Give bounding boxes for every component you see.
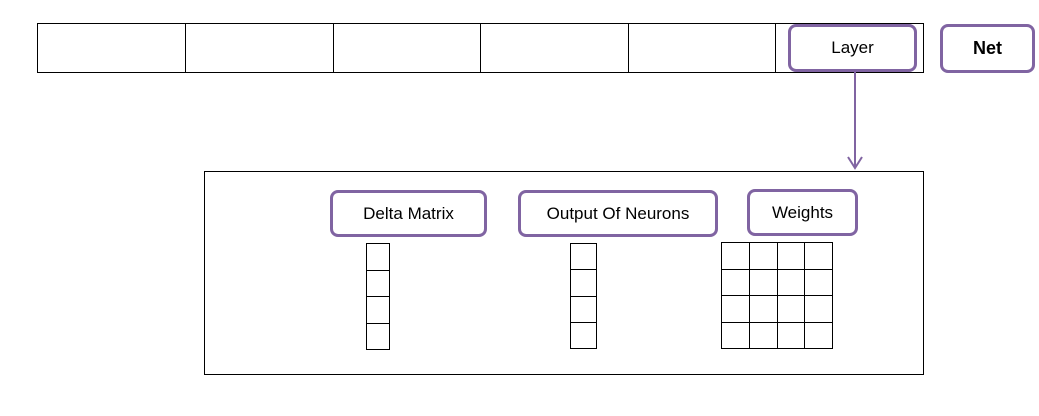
matrix-cell bbox=[805, 269, 833, 296]
matrix-cell bbox=[571, 244, 596, 271]
matrix-cell bbox=[571, 270, 596, 297]
matrix-cell bbox=[367, 244, 389, 271]
net-label-box: Net bbox=[940, 24, 1035, 73]
matrix-cell bbox=[722, 322, 750, 349]
matrix-cell bbox=[805, 243, 833, 270]
layer-array bbox=[37, 23, 924, 73]
layer-label: Layer bbox=[831, 38, 874, 57]
array-cell bbox=[38, 24, 186, 72]
matrix-cell bbox=[805, 296, 833, 323]
matrix-cell bbox=[777, 322, 806, 349]
matrix-cell bbox=[749, 269, 778, 296]
output-of-neurons-label-box: Output Of Neurons bbox=[518, 190, 718, 237]
array-cell bbox=[629, 24, 776, 72]
matrix-cell bbox=[805, 322, 833, 349]
output-of-neurons-column bbox=[570, 243, 597, 349]
delta-matrix-label: Delta Matrix bbox=[363, 203, 454, 223]
layer-label-box: Layer bbox=[788, 24, 917, 72]
matrix-cell bbox=[367, 297, 389, 324]
delta-matrix-column bbox=[366, 243, 390, 350]
matrix-cell bbox=[722, 269, 750, 296]
output-of-neurons-label: Output Of Neurons bbox=[546, 203, 690, 223]
matrix-cell bbox=[571, 323, 596, 348]
matrix-cell bbox=[722, 243, 750, 270]
arrow-head bbox=[847, 156, 863, 170]
array-cell bbox=[186, 24, 334, 72]
array-cell bbox=[334, 24, 481, 72]
matrix-cell bbox=[777, 296, 806, 323]
matrix-cell bbox=[749, 243, 778, 270]
layer-detail-container bbox=[204, 171, 924, 375]
matrix-cell bbox=[777, 243, 806, 270]
delta-matrix-label-box: Delta Matrix bbox=[330, 190, 487, 237]
weights-label-box: Weights bbox=[747, 189, 858, 236]
weights-label: Weights bbox=[771, 202, 834, 222]
matrix-cell bbox=[749, 322, 778, 349]
weights-grid bbox=[721, 242, 833, 349]
matrix-cell bbox=[367, 271, 389, 297]
matrix-cell bbox=[749, 296, 778, 323]
matrix-cell bbox=[722, 296, 750, 323]
array-cell bbox=[481, 24, 629, 72]
matrix-cell bbox=[367, 324, 389, 350]
matrix-cell bbox=[571, 297, 596, 323]
net-label: Net bbox=[972, 38, 1002, 58]
matrix-cell bbox=[777, 269, 806, 296]
